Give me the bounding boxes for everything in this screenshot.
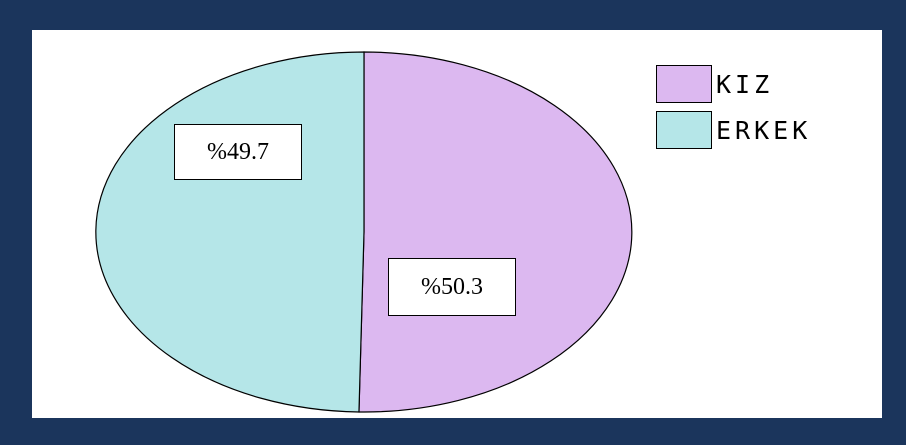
legend: KIZ ERKEK bbox=[656, 63, 811, 155]
legend-item-erkek: ERKEK bbox=[656, 109, 811, 151]
legend-label-kiz: KIZ bbox=[716, 69, 774, 99]
legend-label-erkek: ERKEK bbox=[716, 115, 812, 145]
legend-item-kiz: KIZ bbox=[656, 63, 811, 105]
data-label-erkek: %49.7 bbox=[174, 124, 302, 180]
pie-slice-kiz bbox=[358, 51, 633, 413]
pie-slice-erkek bbox=[95, 51, 365, 413]
legend-swatch-erkek bbox=[656, 111, 712, 149]
legend-swatch-kiz bbox=[656, 65, 712, 103]
data-label-kiz: %50.3 bbox=[388, 258, 516, 316]
clipped-title-glyph: 1 bbox=[490, 27, 512, 33]
